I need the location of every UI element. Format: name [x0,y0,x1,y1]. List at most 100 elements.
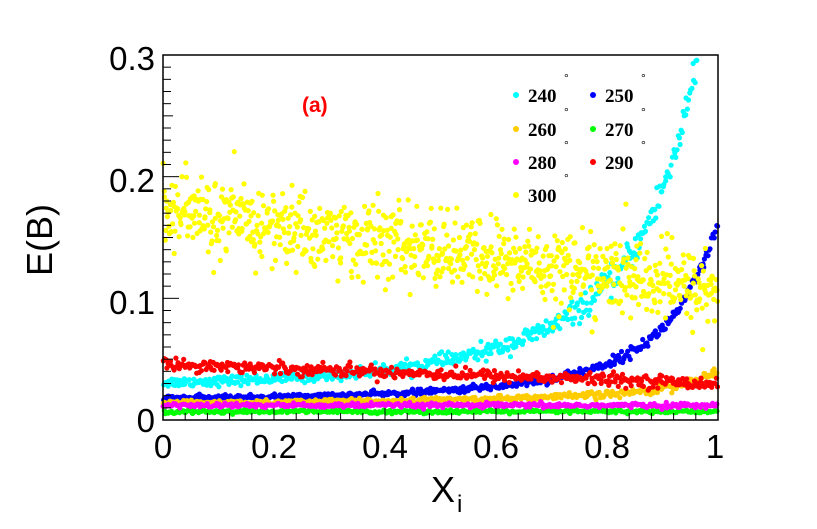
legend-label-290: 290 [605,153,634,174]
data-point-240 [689,85,695,91]
data-point-300 [406,237,412,243]
data-point-300 [484,291,490,297]
data-point-260 [617,395,623,401]
data-point-300 [391,239,397,245]
data-point-300 [170,199,176,205]
data-point-300 [477,220,483,226]
data-point-300 [225,215,231,221]
data-point-300 [473,257,479,263]
data-point-240 [577,321,583,327]
data-point-300 [535,234,541,240]
data-point-300 [667,272,673,278]
data-point-290 [623,385,629,391]
data-point-300 [409,223,415,229]
data-point-300 [672,287,679,293]
data-point-240 [677,141,683,148]
data-point-300 [488,244,494,250]
data-point-300 [463,244,469,250]
data-point-240 [445,349,451,355]
data-point-300 [223,248,229,254]
data-point-300 [581,282,587,288]
data-point-290 [167,358,174,364]
x-tick-label-1: 0.2 [251,428,297,465]
data-point-300 [406,241,412,247]
data-point-300 [288,212,294,218]
data-point-240 [497,341,503,347]
data-point-300 [427,219,433,225]
y-tick-label-3: 0.3 [109,40,155,77]
x-tick-label-3: 0.6 [473,428,519,465]
data-point-300 [533,249,539,255]
data-point-280 [481,404,488,410]
data-point-300 [635,274,641,280]
axis-ticks [162,54,719,421]
data-point-300 [354,221,360,227]
data-point-300 [599,285,605,291]
data-point-300 [425,236,431,242]
data-point-300 [246,218,252,224]
data-point-300 [190,234,196,241]
data-point-300 [613,256,619,263]
data-point-240 [587,307,593,313]
data-point-300 [348,268,354,275]
data-point-280 [628,405,634,411]
data-point-300 [216,212,223,219]
data-point-300 [336,213,342,219]
data-point-260 [593,397,599,403]
x-axis-title: Xi [431,469,462,518]
data-point-240 [372,360,378,366]
data-point-300 [227,202,233,208]
data-point-300 [310,246,316,252]
data-point-300 [604,245,610,252]
data-point-300 [458,247,464,253]
data-point-300 [632,295,638,301]
data-point-300 [315,256,321,262]
data-point-300 [195,188,201,194]
data-point-300 [163,227,169,234]
data-point-300 [285,230,292,236]
data-point-300 [507,250,513,256]
legend-label-270: 270 [605,120,634,141]
data-point-300 [669,234,675,241]
data-point-300 [291,235,297,241]
data-point-300 [196,220,202,226]
data-point-300 [560,273,566,280]
data-point-300 [376,208,382,214]
data-point-290 [669,376,676,382]
data-point-300 [634,243,640,249]
data-point-300 [259,192,265,198]
data-point-300 [163,205,169,211]
data-point-300 [603,259,609,265]
data-point-290 [467,367,473,374]
data-point-300 [196,212,202,218]
data-point-300 [594,259,600,265]
data-point-300 [251,210,257,216]
data-point-300 [175,206,181,212]
data-point-300 [185,233,191,239]
data-point-240 [667,174,673,180]
data-point-290 [598,377,604,383]
data-point-300 [317,205,323,211]
data-point-300 [339,228,345,234]
data-point-300 [650,282,656,288]
data-point-300 [443,255,450,262]
data-point-300 [294,224,300,230]
data-point-300 [433,283,439,289]
data-point-290 [610,369,617,375]
data-point-300 [373,260,380,266]
data-point-240 [574,300,581,306]
data-point-290 [491,368,497,374]
data-point-300 [562,246,569,252]
data-point-250 [712,229,718,235]
data-point-250 [370,387,377,393]
data-point-290 [659,373,665,379]
data-point-300 [428,205,434,211]
data-point-300 [493,266,499,272]
data-point-300 [652,300,658,306]
data-point-300 [601,275,607,282]
data-point-240 [570,321,576,327]
data-point-300 [566,307,572,313]
data-point-300 [484,253,491,259]
data-point-300 [265,229,271,235]
data-point-260 [711,366,717,372]
